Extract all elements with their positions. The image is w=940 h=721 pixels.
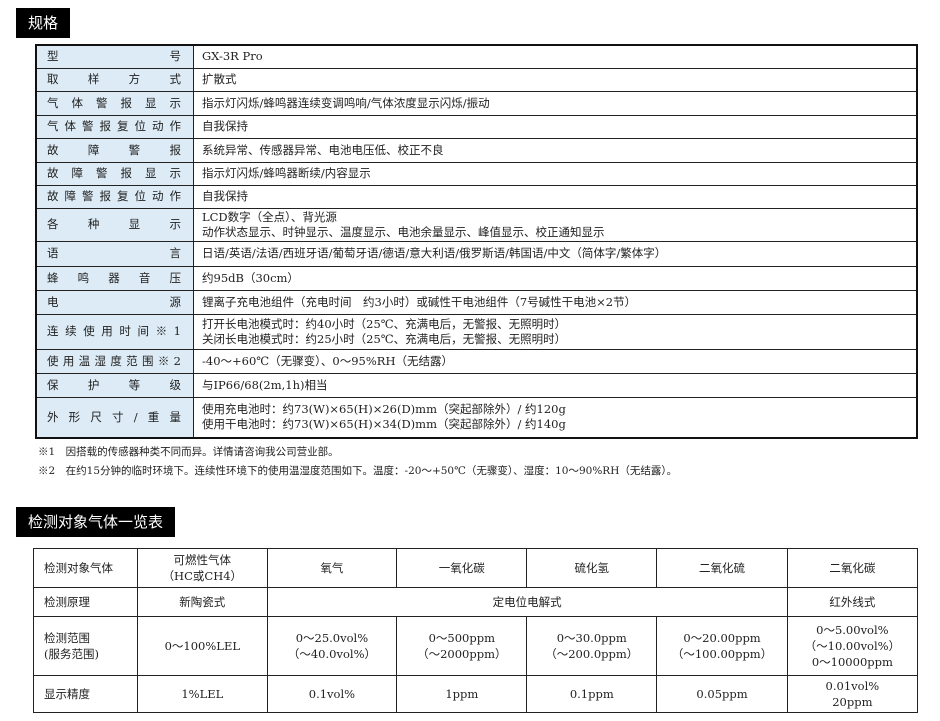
- gas-cell: 硫化氢: [526, 548, 658, 588]
- gas-cell: 0.05ppm: [656, 675, 788, 713]
- gas-cell: 新陶瓷式: [137, 587, 268, 617]
- spec-value-line: 动作状态显示、时钟显示、温度显示、电池余量显示、峰值显示、校正通知显示: [202, 224, 605, 239]
- spec-row: 故障警报 系统异常、传感器异常、电池电压低、校正不良: [35, 137, 918, 163]
- spec-label: 使用温湿度范围※2: [35, 348, 194, 374]
- spec-value: 打开长电池模式时：约40小时（25℃、充满电后，无警报、无照明时） 关闭长电池模式…: [193, 313, 918, 350]
- spec-value: 扩散式: [193, 67, 918, 92]
- gas-cell: 显示精度: [32, 675, 139, 713]
- spec-label: 蜂鸣器音压: [35, 265, 194, 291]
- spec-value-line: 与IP66/68(2m,1h)相当: [202, 377, 328, 392]
- spec-section-title: 规格: [16, 8, 71, 38]
- gas-cell: 0.1vol%: [266, 675, 398, 713]
- gas-cell: 0.01vol% 20ppm: [786, 675, 919, 713]
- spec-row: 型号 GX-3R Pro: [35, 44, 918, 69]
- spec-value-line: 指示灯闪烁/蜂鸣器断续/内容显示: [202, 166, 371, 180]
- spec-value-line: 关闭长电池模式时：约25小时（25℃、充满电后，无警报、无照明时）: [202, 331, 567, 346]
- spec-label: 语言: [35, 240, 194, 267]
- spec-value-line: 使用干电池时：约73(W)×65(H)×34(D)mm（突起部除外）/ 约140…: [202, 417, 566, 432]
- gas-cell: 0～500ppm （～2000ppm）: [396, 616, 528, 676]
- spec-value-line: 锂离子充电池组件（充电时间 约3小时）或碱性干电池组件（7号碱性干电池×2节）: [202, 294, 637, 309]
- gas-cell: 检测对象气体: [32, 548, 139, 588]
- spec-row: 外形尺寸/重量 使用充电池时：约73(W)×65(H)×26(D)mm（突起部除外…: [35, 396, 918, 439]
- spec-value: 指示灯闪烁/蜂鸣器断续/内容显示: [193, 161, 918, 186]
- spec-value: -40～+60℃（无骤变）、0～95%RH（无结露）: [193, 348, 918, 374]
- spec-row: 故障警报显示 指示灯闪烁/蜂鸣器断续/内容显示: [35, 161, 918, 186]
- spec-table: 型号 GX-3R Pro 取样方式 扩散式 气体警报显示 指示灯闪烁/蜂鸣器连续变调鸣响/…: [35, 44, 918, 439]
- spec-row: 故障警报复位动作 自我保持: [35, 184, 918, 209]
- gas-cell: 检测范围 (服务范围): [32, 616, 139, 676]
- gas-cell: 二氧化碳: [786, 548, 919, 588]
- gas-resolution-row: 显示精度 1%LEL 0.1vol% 1ppm 0.1ppm 0.05ppm 0.01vol…: [32, 675, 919, 713]
- gas-cell: 氧气: [266, 548, 398, 588]
- spec-value-line: 约95dB（30cm）: [202, 270, 299, 285]
- spec-row: 保护等级 与IP66/68(2m,1h)相当: [35, 372, 918, 398]
- spec-row: 取样方式 扩散式: [35, 67, 918, 92]
- spec-value-line: 扩散式: [202, 72, 237, 86]
- gas-cell: 0～30.0ppm （～200.0ppm）: [526, 616, 658, 676]
- gas-cell: 可燃性气体 （HC或CH4）: [137, 548, 268, 588]
- spec-value: 约95dB（30cm）: [193, 265, 918, 291]
- spec-value: 系统异常、传感器异常、电池电压低、校正不良: [193, 137, 918, 163]
- footnote: ※1 因搭载的传感器种类不同而异。详情请咨询我公司营业部。: [38, 446, 339, 458]
- spec-value-line: 日语/英语/法语/西班牙语/葡萄牙语/德语/意大利语/俄罗斯语/韩国语/中文（简…: [202, 246, 667, 260]
- gas-cell: 一氧化碳: [396, 548, 528, 588]
- spec-label: 取样方式: [35, 67, 194, 92]
- spec-value: 自我保持: [193, 114, 918, 139]
- spec-value-line: GX-3R Pro: [202, 49, 263, 64]
- spec-label: 电源: [35, 289, 194, 315]
- spec-row: 气体警报复位动作 自我保持: [35, 114, 918, 139]
- gas-table: 检测对象气体 可燃性气体 （HC或CH4） 氧气 一氧化碳 硫化氢 二氧化硫 二氧化碳 检测原…: [32, 548, 919, 713]
- gas-cell: 0～20.00ppm （～100.00ppm）: [656, 616, 788, 676]
- spec-value-line: 系统异常、传感器异常、电池电压低、校正不良: [202, 142, 444, 157]
- spec-value-line: -40～+60℃（无骤变）、0～95%RH（无结露）: [202, 353, 453, 368]
- spec-label: 保护等级: [35, 372, 194, 398]
- gas-section-title: 检测对象气体一览表: [16, 507, 176, 537]
- spec-label: 故障警报复位动作: [35, 184, 194, 209]
- spec-label: 外形尺寸/重量: [35, 396, 194, 439]
- spec-row: 语言 日语/英语/法语/西班牙语/葡萄牙语/德语/意大利语/俄罗斯语/韩国语/中文…: [35, 240, 918, 267]
- footnotes: ※1 因搭载的传感器种类不同而异。详情请咨询我公司营业部。 ※2 在约15分钟的…: [38, 443, 677, 481]
- spec-value: 自我保持: [193, 184, 918, 209]
- gas-cell: 0～100%LEL: [137, 616, 268, 676]
- spec-row: 各种显示 LCD数字（全点）、背光源 动作状态显示、时钟显示、温度显示、电池余量显示…: [35, 207, 918, 242]
- spec-label: 气体警报复位动作: [35, 114, 194, 139]
- spec-label: 故障警报: [35, 137, 194, 163]
- spec-value-line: 自我保持: [202, 189, 248, 203]
- spec-label: 连续使用时间※1: [35, 313, 194, 350]
- spec-label: 故障警报显示: [35, 161, 194, 186]
- spec-row: 使用温湿度范围※2 -40～+60℃（无骤变）、0～95%RH（无结露）: [35, 348, 918, 374]
- gas-cell: 0～25.0vol% （～40.0vol%）: [266, 616, 398, 676]
- spec-row: 蜂鸣器音压 约95dB（30cm）: [35, 265, 918, 291]
- spec-value: GX-3R Pro: [193, 44, 918, 69]
- spec-row: 电源 锂离子充电池组件（充电时间 约3小时）或碱性干电池组件（7号碱性干电池×2节…: [35, 289, 918, 315]
- spec-value: 使用充电池时：约73(W)×65(H)×26(D)mm（突起部除外）/ 约120…: [193, 396, 918, 439]
- gas-cell: 1%LEL: [137, 675, 268, 713]
- spec-row: 气体警报显示 指示灯闪烁/蜂鸣器连续变调鸣响/气体浓度显示闪烁/振动: [35, 90, 918, 116]
- gas-principle-row: 检测原理 新陶瓷式 定电位电解式 红外线式: [32, 587, 919, 617]
- spec-label: 型号: [35, 44, 194, 69]
- spec-value-line: 使用充电池时：约73(W)×65(H)×26(D)mm（突起部除外）/ 约120…: [202, 402, 566, 417]
- spec-row: 连续使用时间※1 打开长电池模式时：约40小时（25℃、充满电后，无警报、无照明时…: [35, 313, 918, 350]
- spec-label: 各种显示: [35, 207, 194, 242]
- spec-value-line: 自我保持: [202, 119, 248, 133]
- gas-range-row: 检测范围 (服务范围) 0～100%LEL 0～25.0vol% （～40.0vol…: [32, 616, 919, 676]
- gas-cell: 定电位电解式: [266, 587, 788, 617]
- gas-cell: 二氧化硫: [656, 548, 788, 588]
- spec-value-line: 指示灯闪烁/蜂鸣器连续变调鸣响/气体浓度显示闪烁/振动: [202, 95, 490, 110]
- gas-cell: 0～5.00vol% （～10.00vol%） 0～10000ppm: [786, 616, 919, 676]
- spec-value: 日语/英语/法语/西班牙语/葡萄牙语/德语/意大利语/俄罗斯语/韩国语/中文（简…: [193, 240, 918, 267]
- gas-cell: 检测原理: [32, 587, 139, 617]
- spec-value: 指示灯闪烁/蜂鸣器连续变调鸣响/气体浓度显示闪烁/振动: [193, 90, 918, 116]
- gas-cell: 0.1ppm: [526, 675, 658, 713]
- gas-cell: 红外线式: [786, 587, 919, 617]
- spec-value-line: LCD数字（全点）、背光源: [202, 209, 337, 224]
- gas-header-row: 检测对象气体 可燃性气体 （HC或CH4） 氧气 一氧化碳 硫化氢 二氧化硫 二氧化碳: [32, 548, 919, 588]
- spec-value: LCD数字（全点）、背光源 动作状态显示、时钟显示、温度显示、电池余量显示、峰值显…: [193, 207, 918, 242]
- footnote: ※2 在约15分钟的临时环境下。连续性环境下的使用温湿度范围如下。温度：-20～…: [38, 465, 678, 477]
- spec-value: 与IP66/68(2m,1h)相当: [193, 372, 918, 398]
- spec-value-line: 打开长电池模式时：约40小时（25℃、充满电后，无警报、无照明时）: [202, 316, 567, 331]
- spec-label: 气体警报显示: [35, 90, 194, 116]
- gas-cell: 1ppm: [396, 675, 528, 713]
- spec-value: 锂离子充电池组件（充电时间 约3小时）或碱性干电池组件（7号碱性干电池×2节）: [193, 289, 918, 315]
